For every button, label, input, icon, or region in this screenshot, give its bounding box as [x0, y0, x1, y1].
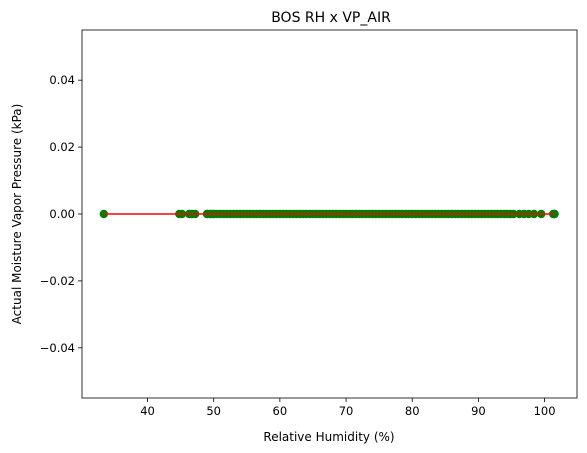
x-tick-label: 60 — [273, 404, 288, 418]
x-tick-label: 50 — [206, 404, 221, 418]
y-axis: −0.04 −0.02 0.00 0.02 0.04 — [40, 73, 82, 355]
x-tick-label: 80 — [405, 404, 420, 418]
x-tick-label: 40 — [140, 404, 155, 418]
chart-title: BOS RH x VP_AIR — [271, 10, 391, 26]
y-tick-label: −0.04 — [40, 341, 75, 355]
data-marks — [99, 209, 559, 219]
x-axis-label: Relative Humidity (%) — [263, 430, 394, 444]
y-axis-label: Actual Moisture Vapor Pressure (kPa) — [10, 104, 24, 325]
y-tick-label: 0.02 — [49, 140, 75, 154]
x-tick-label: 70 — [339, 404, 354, 418]
x-tick-label: 100 — [534, 404, 556, 418]
y-tick-label: 0.00 — [49, 207, 75, 221]
y-tick-label: 0.04 — [49, 73, 75, 87]
y-tick-label: −0.02 — [40, 274, 75, 288]
x-tick-label: 90 — [471, 404, 486, 418]
x-axis: 40 50 60 70 80 90 100 — [140, 398, 556, 418]
